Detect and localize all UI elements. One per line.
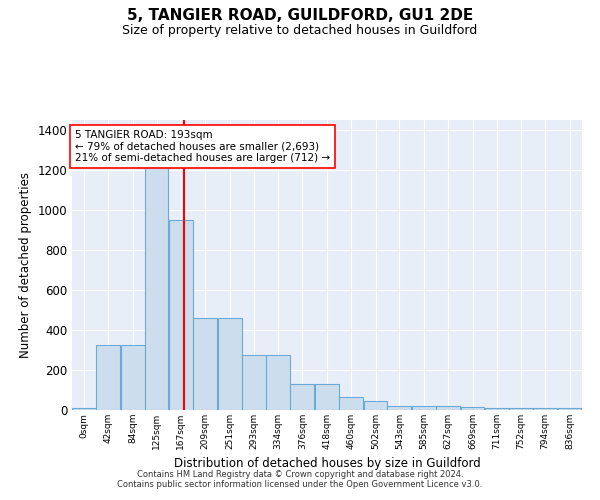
Bar [290, 384, 314, 410]
Bar [364, 401, 388, 410]
Bar [72, 408, 96, 410]
Bar [461, 407, 484, 410]
Bar [485, 408, 509, 410]
Bar [388, 406, 411, 410]
Text: 5 TANGIER ROAD: 193sqm
← 79% of detached houses are smaller (2,693)
21% of semi-: 5 TANGIER ROAD: 193sqm ← 79% of detached… [75, 130, 330, 163]
Bar [557, 408, 581, 410]
Bar [412, 406, 436, 410]
Bar [436, 406, 460, 410]
Bar [169, 220, 193, 410]
Text: Size of property relative to detached houses in Guildford: Size of property relative to detached ho… [122, 24, 478, 37]
Bar [315, 384, 338, 410]
Bar [242, 355, 266, 410]
Bar [145, 130, 169, 410]
Bar [97, 345, 120, 410]
Bar [339, 397, 363, 410]
Bar [121, 345, 145, 410]
Bar [533, 408, 557, 410]
Y-axis label: Number of detached properties: Number of detached properties [19, 172, 32, 358]
Text: 5, TANGIER ROAD, GUILDFORD, GU1 2DE: 5, TANGIER ROAD, GUILDFORD, GU1 2DE [127, 8, 473, 22]
Bar [266, 355, 290, 410]
Text: Contains HM Land Registry data © Crown copyright and database right 2024.
Contai: Contains HM Land Registry data © Crown c… [118, 470, 482, 489]
Text: Distribution of detached houses by size in Guildford: Distribution of detached houses by size … [173, 458, 481, 470]
Bar [509, 408, 533, 410]
Bar [218, 318, 242, 410]
Bar [193, 318, 217, 410]
